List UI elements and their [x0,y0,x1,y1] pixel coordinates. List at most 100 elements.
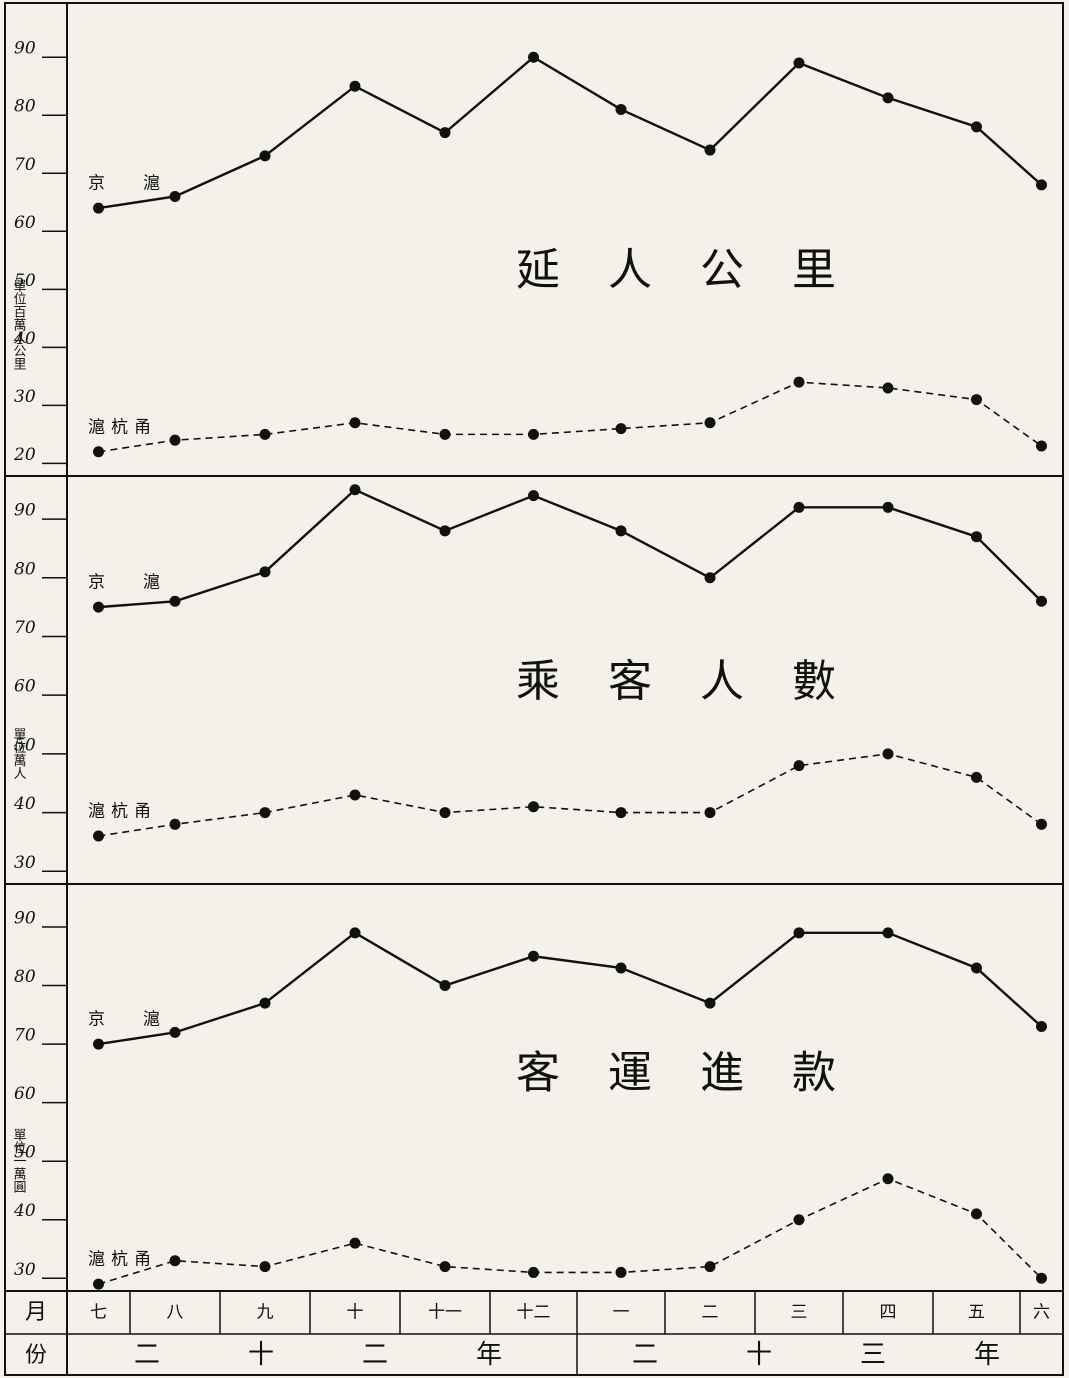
data-point [971,121,982,133]
series-label: 京滬 [88,573,198,593]
x-tick-label: 五 [968,1303,985,1323]
data-point [93,1038,104,1050]
y-tick-label: 90 [14,39,36,59]
data-point [793,1214,805,1226]
data-point [169,1255,181,1267]
data-point [93,1278,104,1290]
data-point [1036,595,1047,607]
data-point [704,417,716,429]
panel-title: 乘客人數 [516,656,884,707]
data-point [528,801,539,813]
data-point [971,531,982,543]
series-line [98,55,1043,210]
data-point [349,80,361,92]
y-tick-label: 70 [14,155,36,175]
data-point [971,394,982,406]
year-label: 二十二年 [134,1340,590,1370]
data-point [93,446,104,458]
data-point [169,818,181,830]
data-point [615,423,627,435]
x-tick-label: 十 [347,1303,364,1323]
data-point [704,997,716,1009]
x-tick-label: 一 [613,1303,630,1323]
data-point [1036,179,1047,191]
data-point [528,490,539,502]
data-point [528,428,539,440]
data-point [349,484,361,496]
x-tick-label: 二 [702,1303,719,1323]
row-label: 月 [25,1300,47,1325]
x-tick-label: 三 [791,1303,808,1323]
x-tick-label: 七 [90,1303,107,1323]
data-point [704,1261,716,1273]
y-tick-label: 30 [14,853,36,873]
series-line [98,931,1043,1046]
data-point [793,376,805,388]
x-tick-label: 六 [1033,1303,1050,1323]
panel-title: 客運進款 [516,1047,884,1098]
data-point [704,144,716,156]
x-tick-label: 十二 [517,1303,551,1323]
data-point [615,962,627,974]
data-point [528,51,539,63]
row-label: 份 [25,1343,47,1368]
data-point [93,202,104,214]
panel-title: 延人公里 [516,244,884,295]
data-point [882,927,894,939]
data-point [259,807,271,819]
data-point [971,771,982,783]
data-point [882,501,894,513]
series-label: 滬杭甬 [88,1250,157,1270]
y-tick-label: 80 [14,967,36,987]
data-point [259,566,271,578]
y-tick-label: 60 [14,677,36,697]
data-point [439,428,451,440]
series-label: 滬杭甬 [88,802,157,822]
data-point [882,92,894,104]
y-tick-label: 40 [13,1201,36,1221]
data-point [1036,818,1047,830]
y-tick-label: 40 [13,329,36,349]
data-point [1036,440,1047,452]
data-point [1036,1021,1047,1033]
y-tick-label: 80 [14,97,36,117]
data-point [349,1237,361,1249]
y-axis-label: 單位萬人 [11,727,27,779]
y-tick-label: 90 [14,908,36,928]
data-point [971,962,982,974]
data-point [882,382,894,394]
x-tick-label: 十一 [428,1303,462,1323]
y-tick-label: 40 [13,794,36,814]
data-point [439,127,451,139]
series-label: 京滬 [88,174,198,194]
data-point [615,525,627,537]
data-point [169,434,181,446]
y-tick-label: 30 [14,1260,36,1280]
data-point [259,1261,271,1273]
data-point [882,1173,894,1185]
data-point [259,428,271,440]
data-point [704,807,716,819]
series-line [98,488,1043,609]
y-tick-label: 50 [14,271,36,291]
series-label: 京滬 [88,1010,198,1030]
y-tick-label: 70 [14,618,36,638]
x-tick-label: 八 [167,1303,184,1323]
data-point [93,830,104,842]
data-point [259,150,271,162]
series-line [98,1177,1043,1285]
data-point [169,1026,181,1038]
y-tick-label: 80 [14,559,36,579]
data-point [882,748,894,760]
y-tick-label: 50 [14,1143,36,1163]
frame [4,2,1064,1376]
year-label: 二十三年 [632,1340,1069,1370]
data-point [439,980,451,992]
x-tick-label: 九 [257,1303,274,1323]
y-tick-label: 50 [14,735,36,755]
data-point [349,789,361,801]
data-point [793,927,805,939]
data-point [793,760,805,772]
series-line [98,381,1042,453]
